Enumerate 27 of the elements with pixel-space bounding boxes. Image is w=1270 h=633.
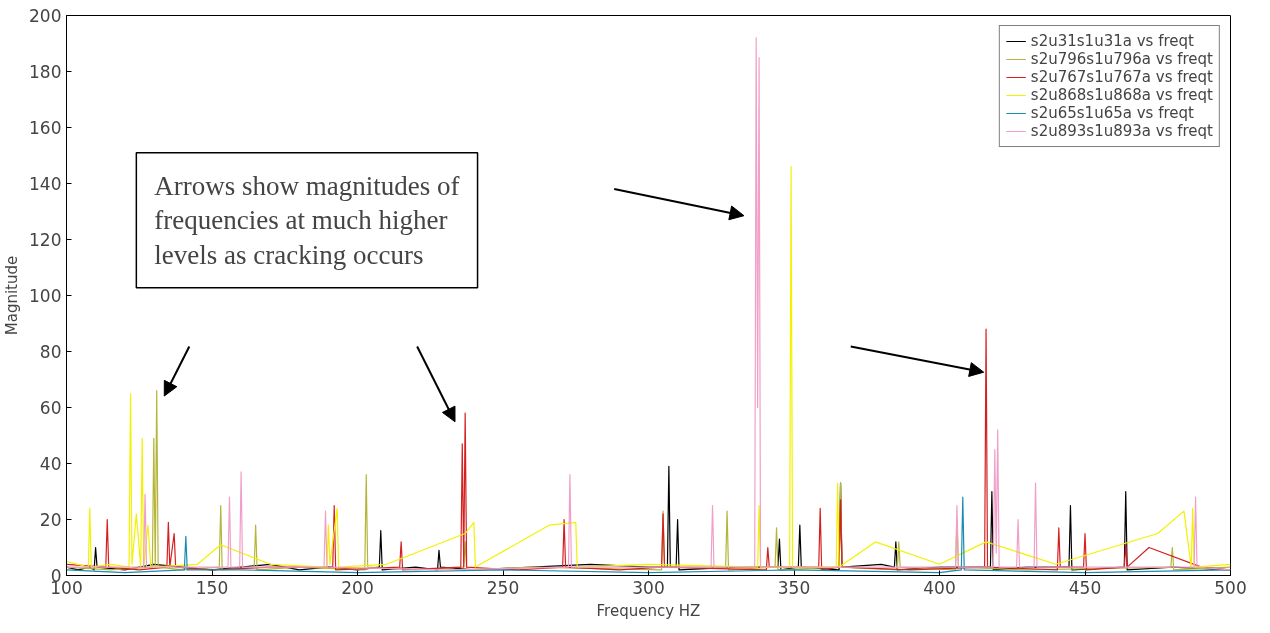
y-tick-label: 20 [39,510,62,530]
x-tick-label: 200 [341,577,374,598]
x-tick-label: 250 [486,577,520,598]
legend-label: s2u31s1u31a vs freqt [1030,32,1194,50]
x-tick-label: 500 [1214,577,1247,598]
legend-label: s2u65s1u65a vs freqt [1030,104,1194,122]
x-tick-label: 450 [1068,577,1102,598]
y-tick-label: 100 [29,286,62,306]
y-tick-label: 180 [29,62,62,82]
x-tick-label: 300 [632,577,665,598]
y-tick-label: 80 [39,342,62,362]
y-axis-title: Magnitude [3,255,22,336]
y-tick-label: 160 [29,118,62,138]
y-tick-label: 60 [39,398,62,418]
y-tick-label: 140 [29,174,62,194]
annotation: Arrows show magnitudes of frequencies at much higher levels as cracking occurs [154,170,460,270]
x-tick-label: 400 [923,577,956,598]
x-axis-title: Frequency HZ [596,601,701,620]
y-tick-label: 40 [39,454,62,474]
x-tick-label: 350 [777,577,811,598]
legend-label: s2u767s1u767a vs freqt [1030,68,1213,86]
y-tick-label: 200 [29,6,62,26]
legend-label: s2u796s1u796a vs freqt [1030,50,1213,68]
x-tick-label: 150 [195,577,229,598]
legend-label: s2u893s1u893a vs freqt [1030,122,1213,140]
legend-label: s2u868s1u868a vs freqt [1030,86,1213,104]
y-tick-label: 120 [29,230,62,250]
